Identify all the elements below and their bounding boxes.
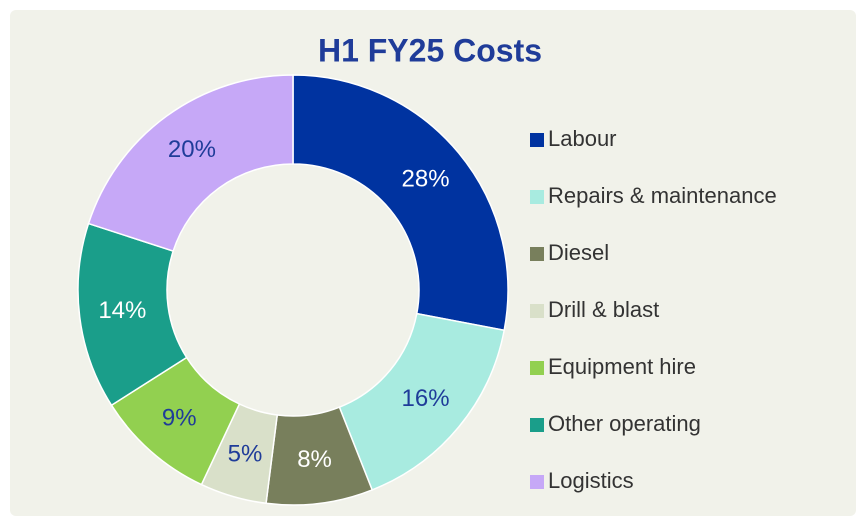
legend-swatch: [530, 361, 544, 375]
data-label: 28%: [402, 166, 450, 193]
legend-label: Diesel: [548, 240, 609, 265]
legend-swatch: [530, 304, 544, 318]
legend-label: Labour: [548, 126, 617, 151]
legend-swatch: [530, 418, 544, 432]
slice: [292, 74, 509, 332]
data-label: 5%: [228, 441, 263, 468]
chart-title: H1 FY25 Costs: [318, 32, 542, 68]
legend-label: Equipment hire: [548, 354, 696, 379]
data-label: 9%: [162, 404, 197, 431]
data-label: 16%: [402, 385, 450, 412]
data-label: 14%: [98, 297, 146, 324]
data-label: 8%: [297, 446, 332, 473]
legend-label: Drill & blast: [548, 297, 659, 322]
legend-label: Other operating: [548, 411, 701, 436]
slice: [87, 74, 294, 253]
legend-swatch: [530, 133, 544, 147]
data-label: 20%: [168, 136, 216, 163]
legend-swatch: [530, 247, 544, 261]
legend-swatch: [530, 190, 544, 204]
legend-label: Repairs & maintenance: [548, 183, 777, 208]
legend-swatch: [530, 475, 544, 489]
legend-label: Logistics: [548, 468, 634, 493]
